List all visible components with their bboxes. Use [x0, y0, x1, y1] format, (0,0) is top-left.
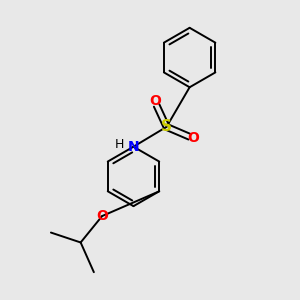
Text: N: N	[128, 140, 139, 154]
Text: O: O	[188, 131, 200, 146]
Text: H: H	[115, 138, 124, 151]
Text: O: O	[149, 94, 161, 109]
Text: S: S	[161, 119, 172, 134]
Text: O: O	[96, 209, 108, 223]
